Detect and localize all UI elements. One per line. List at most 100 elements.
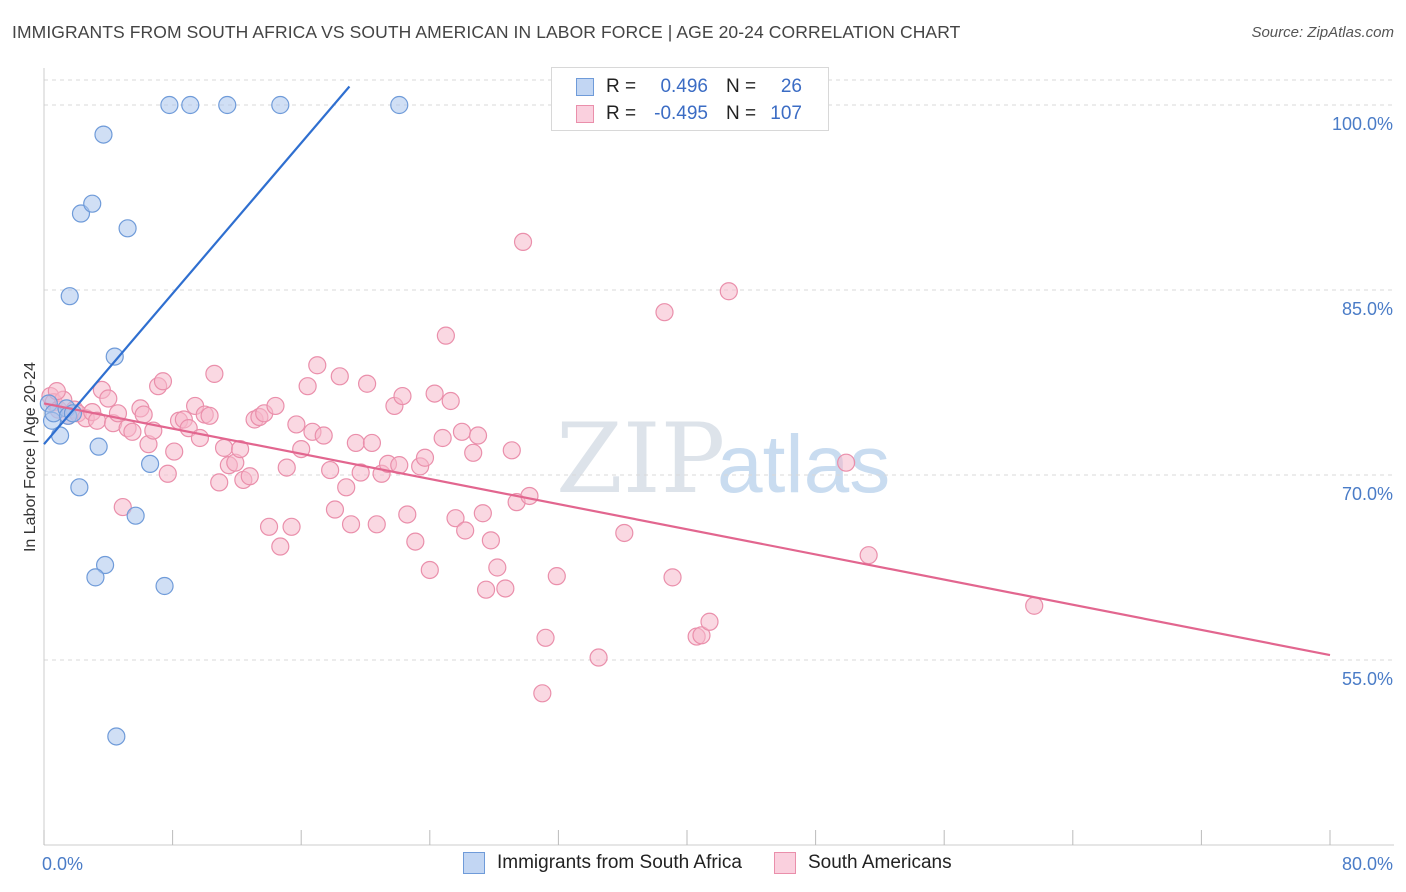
south-americans-point — [700, 612, 719, 631]
south-americans-point — [468, 426, 488, 445]
south-americans-trend-line — [43, 402, 1331, 657]
trend-lines — [43, 85, 1331, 657]
south-americans-point — [859, 546, 878, 565]
south-americans-point — [99, 389, 118, 408]
south-africa-point — [86, 568, 105, 587]
south-africa-point — [155, 576, 174, 596]
south-americans-point — [398, 505, 417, 524]
south-americans-point — [837, 453, 856, 472]
south-americans-point — [406, 532, 425, 551]
south-americans-point — [240, 467, 259, 486]
x-tick-label: 80.0% — [1342, 854, 1393, 874]
south-americans-point — [496, 579, 515, 598]
south-americans-point — [314, 426, 333, 445]
south-americans-point — [266, 396, 285, 416]
legend-n-value: 26 — [780, 76, 802, 97]
south-americans-point — [481, 531, 500, 550]
south-americans-point — [433, 428, 452, 448]
chart-source: Source: ZipAtlas.com — [1251, 24, 1394, 41]
y-tick-label: 85.0% — [1342, 299, 1393, 319]
legend-row-south-africa: R = 0.496 N = 26 — [576, 74, 802, 100]
series-legend: Immigrants from South Africa South Ameri… — [463, 852, 984, 874]
south-americans-point — [520, 486, 539, 506]
south-africa-point — [83, 194, 102, 213]
south-americans-point — [277, 458, 296, 477]
south-americans-point — [441, 391, 460, 411]
legend-swatch-blue — [576, 78, 594, 96]
south-americans-point — [231, 440, 250, 459]
south-africa-point — [126, 506, 145, 525]
south-americans-point — [464, 443, 483, 462]
south-africa-point — [140, 454, 160, 473]
tick-labels: 55.0% 70.0% 85.0% 100.0% 0.0% 80.0% — [42, 114, 1393, 874]
south-americans-point — [341, 515, 361, 534]
legend-item-south-americans: South Americans — [773, 852, 952, 874]
south-americans-point — [473, 504, 492, 523]
south-americans-point — [337, 478, 356, 497]
stats-legend: R = 0.496 N = 26 R = -0.495 N = 107 — [551, 67, 829, 131]
south-americans-point — [436, 326, 455, 345]
south-americans-point — [214, 438, 234, 457]
south-americans-point — [502, 441, 521, 460]
south-americans-point — [367, 515, 386, 534]
south-americans-point — [134, 405, 153, 424]
south-americans-point — [271, 537, 290, 556]
south-americans-point — [547, 567, 566, 586]
south-americans-point — [358, 374, 377, 393]
south-americans-point — [476, 580, 496, 599]
chart-title: IMMIGRANTS FROM SOUTH AFRICA VS SOUTH AM… — [12, 22, 961, 42]
south-americans-point — [287, 415, 306, 434]
y-axis-label: In Labor Force | Age 20-24 — [22, 362, 39, 552]
south-americans-point — [393, 386, 412, 406]
south-americans-point — [165, 442, 184, 461]
y-tick-label: 55.0% — [1342, 669, 1393, 689]
south-americans-point — [615, 523, 634, 543]
south-africa-point — [105, 347, 124, 366]
south-americans-point — [330, 367, 349, 386]
legend-swatch-pink — [773, 852, 796, 874]
south-africa-point — [181, 95, 200, 115]
south-americans-point — [589, 648, 608, 667]
legend-swatch-pink — [576, 105, 594, 123]
legend-row-south-americans: R = -0.495 N = 107 — [576, 101, 802, 127]
south-americans-points — [41, 232, 1044, 703]
south-americans-point — [536, 628, 555, 647]
legend-n-label: N = — [726, 103, 757, 124]
legend-n-value: 107 — [770, 103, 802, 124]
south-americans-point — [425, 384, 444, 403]
south-africa-point — [390, 95, 409, 115]
south-africa-point — [50, 426, 70, 445]
south-africa-point — [89, 437, 108, 456]
legend-label-south-americans: South Americans — [807, 852, 952, 873]
south-americans-point — [513, 232, 533, 251]
legend-r-label: R = — [606, 103, 637, 124]
legend-n-label: N = — [726, 76, 757, 97]
south-americans-point — [655, 303, 674, 322]
south-americans-point — [346, 433, 365, 453]
south-americans-point — [1025, 596, 1044, 615]
watermark: ZIP atlas — [556, 403, 890, 515]
south-americans-point — [308, 356, 327, 375]
south-americans-point — [420, 560, 439, 580]
south-americans-point — [113, 497, 132, 517]
south-africa-point — [60, 287, 79, 306]
south-americans-point — [321, 460, 340, 480]
south-americans-point — [446, 509, 465, 528]
south-americans-point — [452, 422, 472, 441]
south-africa-point — [70, 478, 89, 497]
south-americans-point — [351, 463, 370, 482]
south-americans-point — [325, 500, 345, 519]
legend-r-value: 0.496 — [660, 76, 708, 97]
south-africa-point — [94, 125, 113, 144]
south-americans-point — [533, 684, 552, 703]
x-tick-label: 0.0% — [42, 854, 83, 874]
legend-swatch-blue — [463, 852, 485, 874]
legend-item-south-africa: Immigrants from South Africa — [463, 852, 742, 874]
gridlines — [44, 79, 1394, 661]
south-americans-point — [210, 473, 229, 492]
south-americans-point — [200, 406, 219, 425]
south-africa-point — [218, 95, 237, 115]
south-africa-point — [95, 555, 115, 575]
south-americans-point — [456, 521, 475, 540]
